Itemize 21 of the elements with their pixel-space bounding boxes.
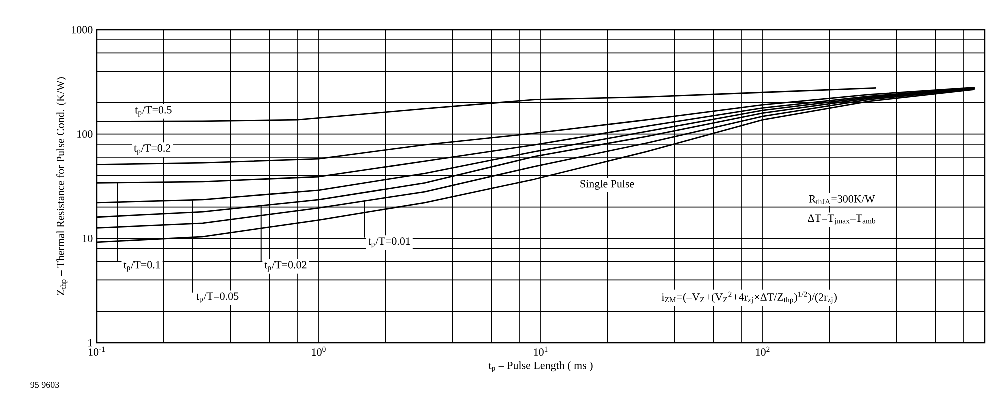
y-tick-label: 10 [83,234,93,242]
text: t$_{p}$/T=0.05 [196,292,239,304]
annotation: ΔT=T$_{jmax}$–T$_{amb}$ [808,214,876,226]
x-tick-label: 10$^{0}$ [312,346,326,356]
y-tick-label: 1000 [72,26,93,34]
text: i$_{ZM}$=(–V$_{Z}$+(V$_{Z}$$^{2}$+4r$_{zj}$×ΔT/Z$_{thp}$)$^{1/2}$)/(2r$_{zj}$) [662,292,837,304]
x-axis-title: t$_{p}$ – Pulse Length ( ms ) [488,362,593,372]
annotation: R$_{thJA}$=300K/W [809,195,876,204]
x-tick-label: 10$^{1}$ [534,346,548,356]
text: t$_{p}$/T=0.01 [368,238,410,248]
text: t$_{p}$/T=0.02 [264,261,307,272]
series-label: t$_{p}$/T=0.2 [134,144,171,156]
x-tick-label: 10$^{2}$ [756,346,770,356]
y-tick-label: 100 [78,130,93,138]
series-label: t$_{p}$/T=0.5 [135,106,172,117]
series-label: Single Pulse [580,180,634,190]
y-axis-title: Z$_{thp}$ – Thermal Resistance for Pulse Cond. (K/W) [56,77,68,296]
text: t$_{p}$/T=0.1 [124,261,160,272]
x-tick-label: 10$^{-1}$ [89,346,105,356]
y-tick-label: 1 [88,339,92,347]
text: 95 9603 [30,382,60,388]
